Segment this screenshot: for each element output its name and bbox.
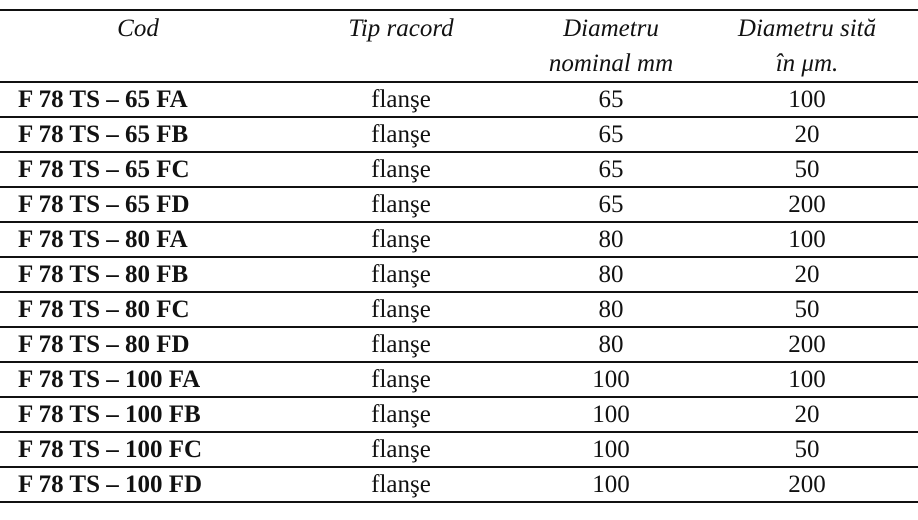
table-row: F 78 TS – 100 FD flanşe 100 200 <box>0 467 918 503</box>
sieve-diameter-cell: 200 <box>696 467 918 503</box>
table-row: F 78 TS – 80 FA flanşe 80 100 <box>0 222 918 258</box>
table-row: F 78 TS – 80 FB flanşe 80 20 <box>0 257 918 293</box>
sieve-diameter-cell: 100 <box>696 362 918 398</box>
connection-type-cell: flanşe <box>276 257 526 293</box>
nominal-diameter-cell: 100 <box>526 467 696 503</box>
connection-type-cell: flanşe <box>276 292 526 328</box>
nominal-diameter-cell: 80 <box>526 327 696 363</box>
column-header: Tip racord <box>276 9 526 83</box>
sieve-diameter-cell: 100 <box>696 82 918 118</box>
code-cell: F 78 TS – 80 FD <box>0 327 276 363</box>
table-row: F 78 TS – 65 FA flanşe 65 100 <box>0 82 918 118</box>
column-header-line1: Cod <box>117 15 159 42</box>
table-row: F 78 TS – 65 FB flanşe 65 20 <box>0 117 918 153</box>
sieve-diameter-cell: 20 <box>696 117 918 153</box>
table-row: F 78 TS – 100 FA flanşe 100 100 <box>0 362 918 398</box>
nominal-diameter-cell: 65 <box>526 187 696 223</box>
code-cell: F 78 TS – 100 FD <box>0 467 276 503</box>
table-row: F 78 TS – 65 FC flanşe 65 50 <box>0 152 918 188</box>
sieve-diameter-cell: 20 <box>696 397 918 433</box>
code-cell: F 78 TS – 65 FA <box>0 82 276 118</box>
nominal-diameter-cell: 80 <box>526 257 696 293</box>
sieve-diameter-cell: 200 <box>696 327 918 363</box>
code-cell: F 78 TS – 100 FA <box>0 362 276 398</box>
sieve-diameter-cell: 50 <box>696 432 918 468</box>
sieve-diameter-cell: 100 <box>696 222 918 258</box>
connection-type-cell: flanşe <box>276 397 526 433</box>
connection-type-cell: flanşe <box>276 152 526 188</box>
code-cell: F 78 TS – 65 FD <box>0 187 276 223</box>
nominal-diameter-cell: 65 <box>526 117 696 153</box>
table-row: F 78 TS – 65 FD flanşe 65 200 <box>0 187 918 223</box>
table-row: F 78 TS – 100 FC flanşe 100 50 <box>0 432 918 468</box>
column-header: Diametru sită în μm. <box>696 9 918 83</box>
column-header-line2: în μm. <box>775 50 839 77</box>
connection-type-cell: flanşe <box>276 467 526 503</box>
connection-type-cell: flanşe <box>276 327 526 363</box>
connection-type-cell: flanşe <box>276 432 526 468</box>
code-cell: F 78 TS – 65 FB <box>0 117 276 153</box>
sieve-diameter-cell: 20 <box>696 257 918 293</box>
code-cell: F 78 TS – 80 FC <box>0 292 276 328</box>
code-cell: F 78 TS – 100 FC <box>0 432 276 468</box>
column-header: Cod <box>0 9 276 83</box>
header-row: Cod Tip racord Diametru nominal mm Diametr… <box>0 9 918 83</box>
table-row: F 78 TS – 80 FC flanşe 80 50 <box>0 292 918 328</box>
code-cell: F 78 TS – 100 FB <box>0 397 276 433</box>
sieve-diameter-cell: 200 <box>696 187 918 223</box>
nominal-diameter-cell: 80 <box>526 292 696 328</box>
sieve-diameter-cell: 50 <box>696 292 918 328</box>
table-row: F 78 TS – 100 FB flanşe 100 20 <box>0 397 918 433</box>
column-header-line2: nominal mm <box>548 50 674 77</box>
connection-type-cell: flanşe <box>276 187 526 223</box>
nominal-diameter-cell: 65 <box>526 82 696 118</box>
column-header-line1: Tip racord <box>348 15 454 42</box>
column-header-line1: Diametru <box>563 15 659 42</box>
column-header-line2 <box>276 46 526 81</box>
sieve-diameter-cell: 50 <box>696 152 918 188</box>
nominal-diameter-cell: 100 <box>526 432 696 468</box>
nominal-diameter-cell: 100 <box>526 397 696 433</box>
code-cell: F 78 TS – 80 FB <box>0 257 276 293</box>
connection-type-cell: flanşe <box>276 362 526 398</box>
nominal-diameter-cell: 80 <box>526 222 696 258</box>
code-cell: F 78 TS – 80 FA <box>0 222 276 258</box>
column-header-line2 <box>0 46 276 81</box>
product-table: Cod Tip racord Diametru nominal mm Diametr… <box>0 9 918 503</box>
column-header: Diametru nominal mm <box>526 9 696 83</box>
code-cell: F 78 TS – 65 FC <box>0 152 276 188</box>
nominal-diameter-cell: 100 <box>526 362 696 398</box>
nominal-diameter-cell: 65 <box>526 152 696 188</box>
table-row: F 78 TS – 80 FD flanşe 80 200 <box>0 327 918 363</box>
column-header-line1: Diametru sită <box>737 15 877 42</box>
connection-type-cell: flanşe <box>276 222 526 258</box>
connection-type-cell: flanşe <box>276 82 526 118</box>
connection-type-cell: flanşe <box>276 117 526 153</box>
